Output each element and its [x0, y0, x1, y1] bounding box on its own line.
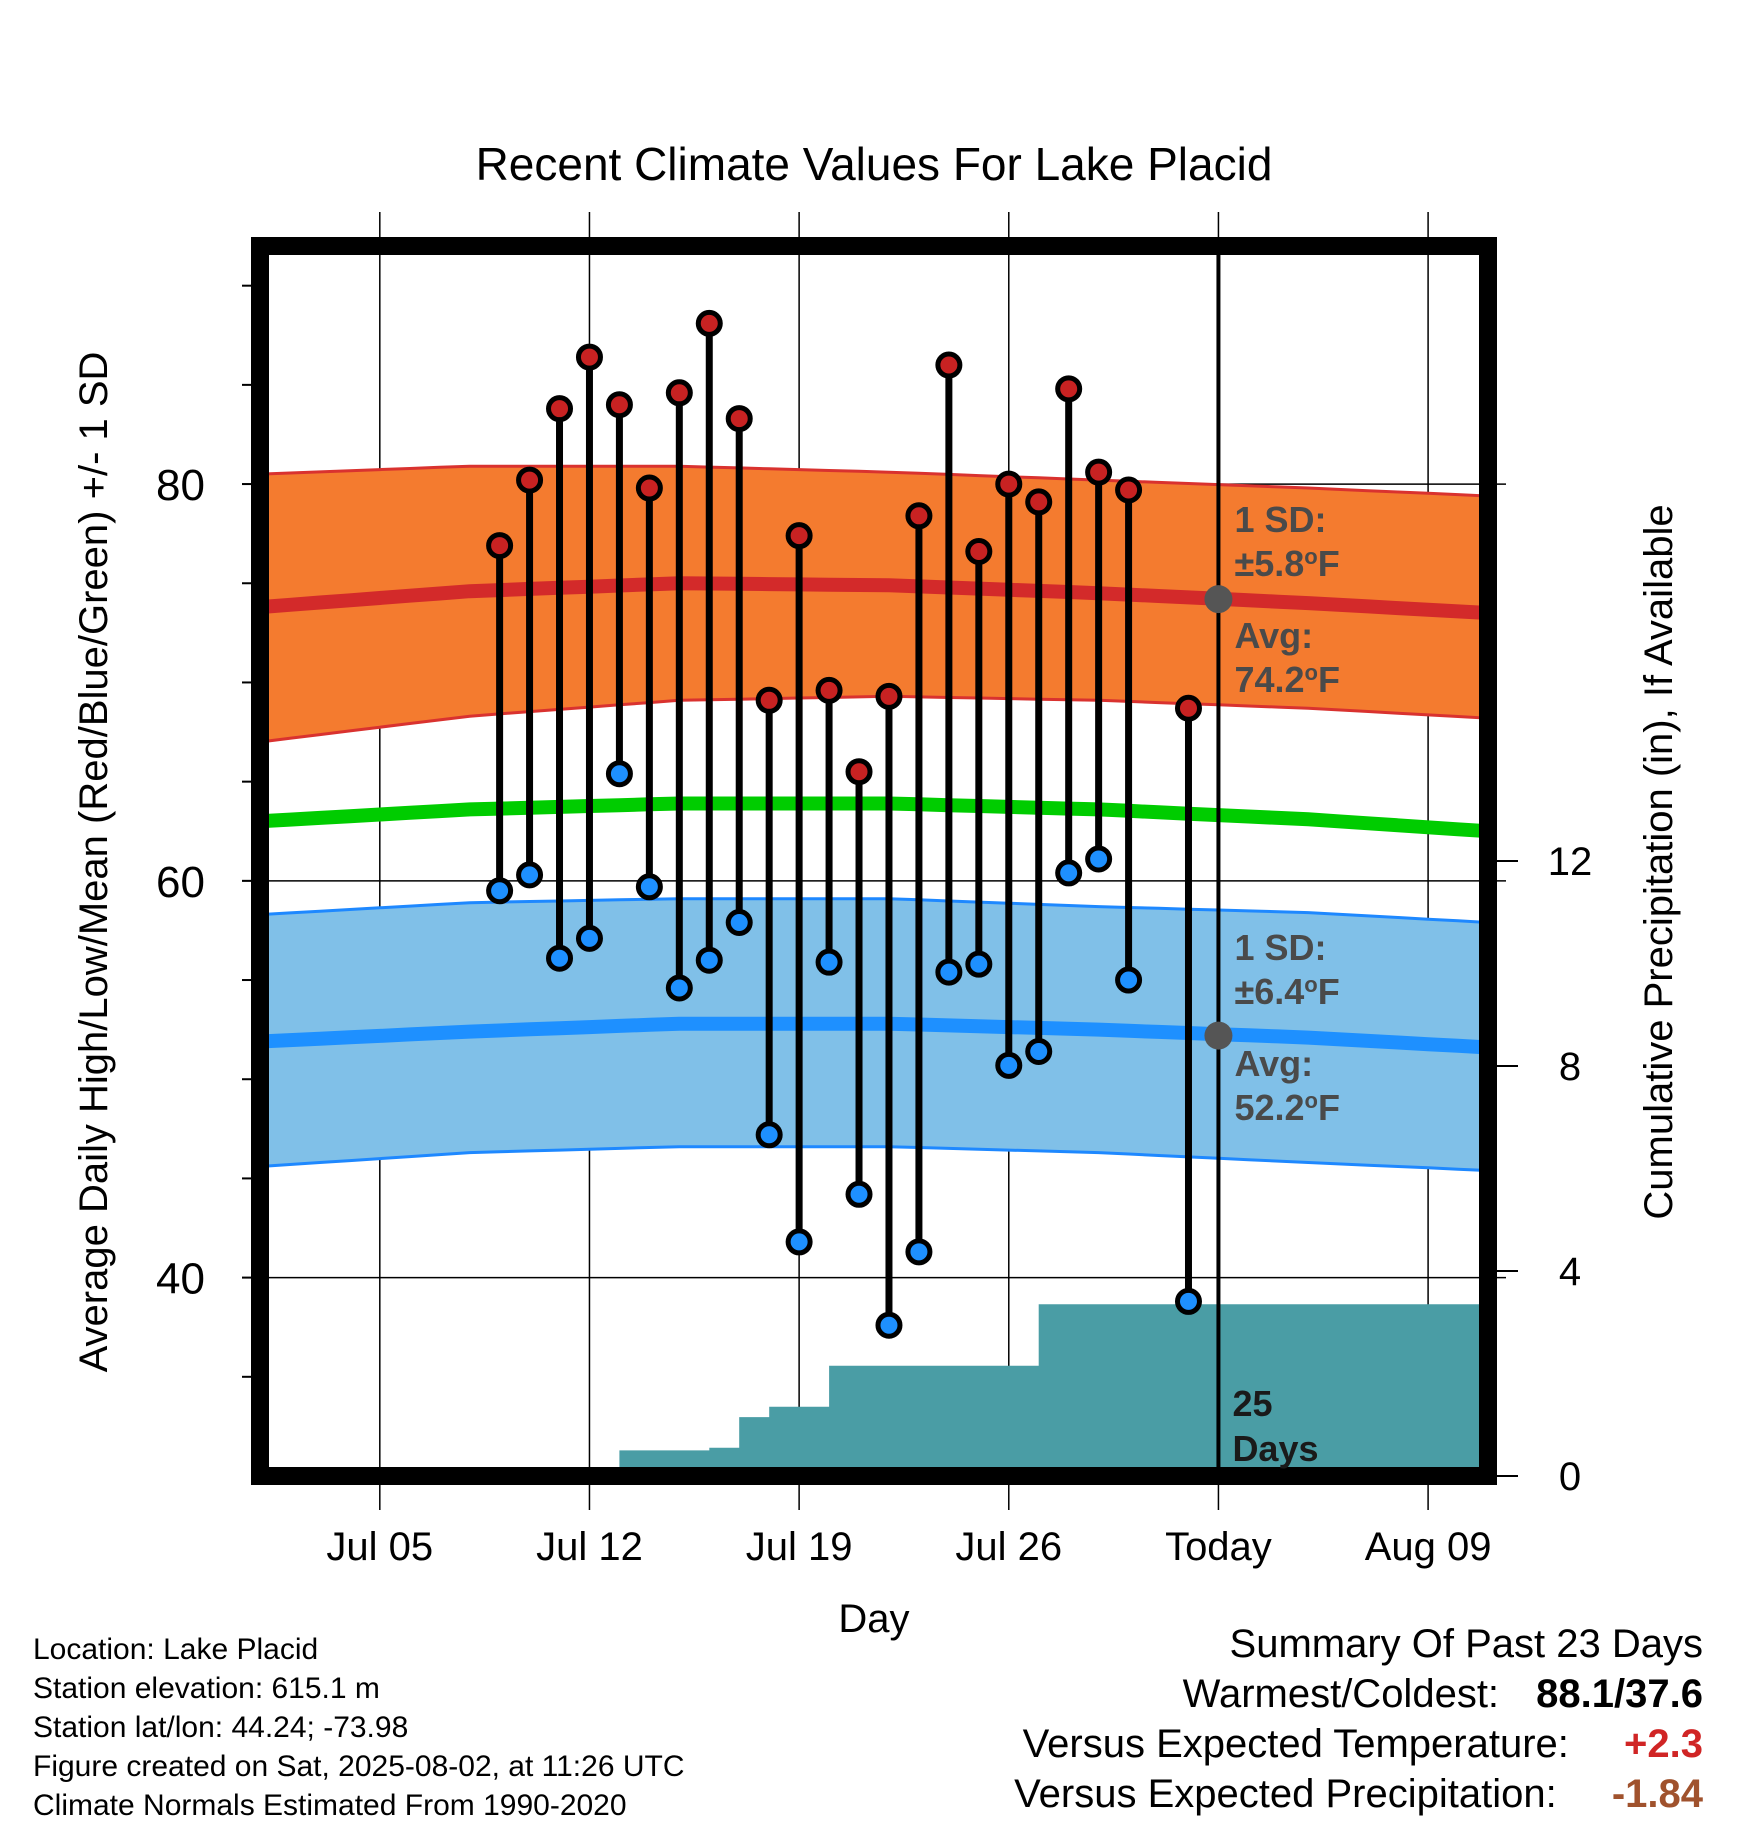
daily-low-point [516, 861, 544, 889]
warmest-value: 88.1/37.6 [1536, 1672, 1703, 1716]
high-sd-label: 1 SD: [1234, 499, 1326, 540]
daily-high-point [875, 682, 903, 710]
location-text: Location: Lake Placid [33, 1633, 319, 1666]
x-axis-label: Day [838, 1597, 909, 1641]
x-tick-label: Aug 09 [1365, 1525, 1492, 1569]
daily-low-point [1115, 966, 1143, 994]
latlon-text: Station lat/lon: 44.24; -73.98 [33, 1711, 409, 1744]
precip-vs-expected-label: Versus Expected Precipitation: [1014, 1772, 1557, 1816]
daily-high-point [1174, 694, 1202, 722]
y-axis-label: Average Daily High/Low/Mean (Red/Blue/Gr… [72, 352, 116, 1373]
daily-low-point [995, 1051, 1023, 1079]
precipitation-area [260, 1299, 1488, 1476]
summary-temp-row: Versus Expected Temperature: +2.3 [1023, 1722, 1703, 1767]
daily-high-point [725, 405, 753, 433]
chart-title: Recent Climate Values For Lake Placid [476, 138, 1273, 190]
daily-high-point [755, 686, 783, 714]
mean-normal-line [259, 796, 1489, 839]
daily-low-point [965, 950, 993, 978]
y2-tick-label: 4 [1559, 1250, 1581, 1294]
high-avg-label: Avg: [1234, 615, 1313, 656]
daily-low-point [1055, 859, 1083, 887]
low-sd-label: 1 SD: [1234, 927, 1326, 968]
daily-high-point [1055, 375, 1083, 403]
daily-low-point [605, 760, 633, 788]
daily-high-point [695, 309, 723, 337]
daily-high-point [605, 391, 633, 419]
daily-high-point [815, 676, 843, 704]
daily-high-point [1085, 458, 1113, 486]
plot-frame [251, 237, 1497, 1485]
high-sd-value: ±5.8oF [1234, 543, 1339, 584]
daily-low-point [1174, 1287, 1202, 1315]
daily-low-point [845, 1180, 873, 1208]
low-avg-label: Avg: [1234, 1043, 1313, 1084]
summary-warmest-row: Warmest/Coldest: 88.1/37.6 [1183, 1672, 1703, 1717]
low-sd-value: ±6.4oF [1234, 971, 1339, 1012]
x-tick-label: Jul 12 [536, 1525, 643, 1569]
daily-low-point [785, 1228, 813, 1256]
daily-high-point [546, 395, 574, 423]
daily-low-point [635, 873, 663, 901]
daily-low-point [725, 909, 753, 936]
daily-low-point [486, 877, 514, 905]
daily-high-point [486, 532, 514, 560]
y-tick-label: 60 [156, 858, 205, 907]
y2-tick-label: 0 [1559, 1455, 1581, 1499]
daily-low-point [1025, 1037, 1053, 1065]
precip-days-count: 25 [1232, 1383, 1272, 1424]
y2-axis-label: Cumulative Precipitation (in), If Availa… [1637, 504, 1681, 1219]
daily-high-point [995, 470, 1023, 498]
daily-high-point [905, 502, 933, 530]
daily-high-point [1115, 476, 1143, 504]
low-normal-line [259, 1016, 1489, 1055]
normals-text: Climate Normals Estimated From 1990-2020 [33, 1789, 627, 1822]
created-text: Figure created on Sat, 2025-08-02, at 11… [33, 1750, 685, 1783]
daily-low-point [875, 1311, 903, 1339]
today-high-avg-marker [1204, 585, 1233, 614]
daily-high-point [1025, 488, 1053, 516]
daily-high-point [635, 474, 663, 502]
daily-high-point [935, 351, 963, 379]
daily-high-point [785, 522, 813, 550]
daily-low-point [815, 948, 843, 976]
daily-high-point [965, 538, 993, 566]
daily-low-point [905, 1238, 933, 1266]
station-info: Location: Lake Placid Station elevation:… [33, 1630, 685, 1825]
daily-low-point [1085, 845, 1113, 873]
daily-high-point [665, 379, 693, 407]
daily-low-point [695, 946, 723, 974]
y2-tick-label: 12 [1548, 840, 1593, 884]
low-avg-value: 52.2oF [1234, 1087, 1340, 1128]
precip-days-label: Days [1232, 1428, 1318, 1469]
daily-low-point [755, 1121, 783, 1149]
summary-title: Summary Of Past 23 Days [1229, 1622, 1703, 1666]
warmest-label: Warmest/Coldest: [1182, 1672, 1500, 1716]
temp-vs-expected-label: Versus Expected Temperature: [1022, 1722, 1569, 1766]
precip-vs-expected-value: -1.84 [1611, 1772, 1703, 1816]
daily-high-point [575, 343, 603, 371]
daily-low-point [935, 958, 963, 986]
high-avg-value: 74.2oF [1234, 659, 1340, 700]
x-tick-label: Jul 19 [746, 1525, 853, 1569]
daily-low-point [546, 944, 574, 972]
daily-high-point [516, 466, 544, 494]
daily-low-point [665, 974, 693, 1002]
x-tick-label: Jul 26 [955, 1525, 1062, 1569]
elevation-text: Station elevation: 615.1 m [33, 1672, 380, 1705]
x-tick-label: Jul 05 [326, 1525, 433, 1569]
y-tick-label: 40 [156, 1255, 205, 1304]
daily-high-point [845, 758, 873, 786]
temp-vs-expected-value: +2.3 [1624, 1722, 1703, 1766]
high-normal-line [259, 576, 1489, 620]
summary-precip-row: Versus Expected Precipitation: -1.84 [1014, 1772, 1703, 1817]
x-tick-label: Today [1165, 1525, 1272, 1569]
daily-low-point [575, 924, 603, 952]
y2-tick-label: 8 [1559, 1045, 1581, 1089]
today-low-avg-marker [1204, 1021, 1233, 1050]
y-tick-label: 80 [156, 461, 205, 510]
